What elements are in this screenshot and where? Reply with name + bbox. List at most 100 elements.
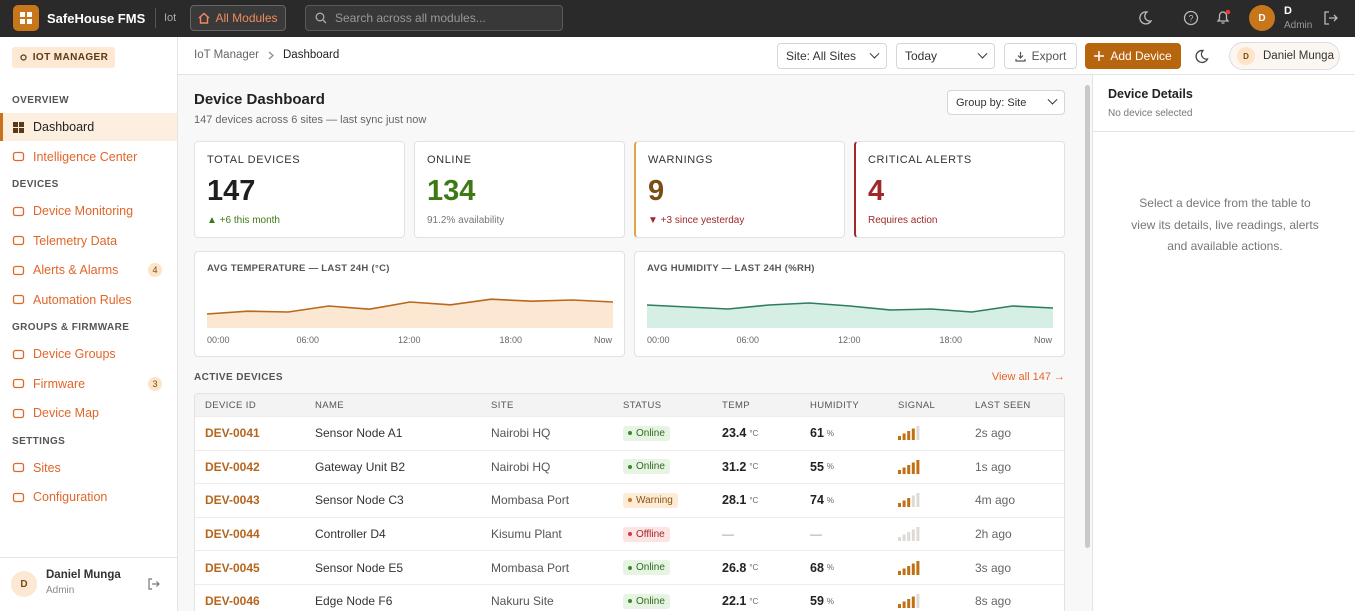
signal-bar — [911, 428, 915, 441]
status-pill: Online — [623, 560, 670, 576]
device-site: Mombasa Port — [491, 493, 570, 508]
table-row[interactable]: DEV-0045 Sensor Node E5 Mombasa Port Online… — [195, 551, 1064, 585]
x-tick-label: 06:00 — [736, 335, 760, 345]
search-box[interactable]: Search across all modules... — [305, 5, 563, 31]
export-icon — [1015, 51, 1026, 62]
device-site: Nairobi HQ — [491, 459, 551, 474]
add-device-button[interactable]: Add Device — [1085, 43, 1181, 69]
notifications-icon[interactable] — [1214, 8, 1232, 26]
badge-icon — [20, 54, 27, 61]
temp-cell: 26.8 °C — [722, 551, 758, 584]
nav-item[interactable]: Telemetry Data — [0, 227, 177, 255]
nav-label: Device Map — [33, 406, 99, 420]
table-row[interactable]: DEV-0043 Sensor Node C3 Mombasa Port Warnin… — [195, 484, 1064, 518]
nav-item[interactable]: Dashboard — [0, 113, 177, 141]
nav-icon — [13, 121, 24, 133]
humidity-cell: 74% — [810, 484, 834, 517]
sparkline — [647, 302, 1053, 328]
breadcrumb-item[interactable]: IoT Manager — [194, 49, 259, 61]
signal-bar — [907, 599, 911, 609]
table-header: DEVICE ID NAME SITE STATUS TEMP HUMIDITY SIGNA… — [195, 394, 1064, 417]
kpi-note: Requires action — [868, 215, 938, 226]
user-avatar[interactable]: D — [1249, 5, 1275, 31]
column-header: NAME — [315, 399, 345, 411]
nav-item[interactable]: Alerts & Alarms 4 — [0, 256, 177, 284]
kpi-note: 91.2% availability — [427, 215, 505, 226]
group-by-select[interactable]: Group by: Site — [947, 90, 1065, 115]
device-name: Sensor Node E5 — [315, 560, 404, 575]
nav-item[interactable]: Device Monitoring — [0, 197, 177, 225]
humidity-value: — — [810, 527, 822, 542]
device-id: DEV-0043 — [205, 493, 260, 508]
table-row[interactable]: DEV-0044 Controller D4 Kisumu Plant Offline… — [195, 518, 1064, 552]
signal-bar — [902, 534, 906, 542]
humidity-unit: % — [826, 428, 835, 438]
period-select[interactable]: Today — [896, 43, 995, 69]
footer-avatar: D — [11, 571, 37, 597]
signal-cell — [898, 417, 922, 450]
nav-item[interactable]: Configuration — [0, 483, 177, 511]
device-site: Nairobi HQ — [491, 426, 551, 441]
icon-part — [12, 151, 25, 162]
nav-icon — [12, 206, 25, 216]
signal-cell — [898, 551, 922, 584]
nav-section-title: OVERVIEW — [12, 95, 69, 106]
signal-bars — [898, 459, 920, 474]
icon-part — [12, 235, 25, 246]
humidity-unit: % — [826, 495, 835, 505]
theme-icon[interactable] — [1137, 10, 1153, 26]
chart-title: AVG TEMPERATURE — LAST 24H (°C) — [207, 263, 390, 274]
nav-section-title: GROUPS & FIRMWARE — [12, 322, 130, 333]
help-icon[interactable]: ? — [1183, 10, 1199, 26]
signal-bar — [916, 560, 920, 575]
site-select[interactable]: Site: All Sites — [777, 43, 887, 69]
device-name: Sensor Node A1 — [315, 426, 403, 441]
last-seen: 8s ago — [975, 594, 1012, 609]
icon-part — [12, 492, 25, 502]
signal-bar — [907, 498, 911, 508]
signal-bar — [902, 500, 906, 508]
chart-title: AVG HUMIDITY — LAST 24H (%RH) — [647, 263, 815, 274]
temp-cell: — — [722, 518, 734, 551]
x-tick-label: Now — [593, 335, 612, 345]
icon-part — [12, 462, 25, 473]
nav-item[interactable]: Intelligence Center — [0, 143, 177, 171]
all-modules-button[interactable]: All Modules — [190, 5, 286, 31]
status-pill: Offline — [623, 526, 670, 542]
icon-part — [12, 265, 25, 275]
signal-bar — [902, 467, 906, 474]
nav-label: Sites — [33, 460, 61, 475]
logout-icon[interactable] — [1323, 10, 1339, 26]
nav-item[interactable]: Device Map — [0, 399, 177, 427]
area-fill — [647, 303, 1053, 328]
status-cell: Online — [623, 417, 670, 450]
divider — [155, 8, 156, 28]
temp-value: — — [722, 527, 734, 542]
table-row[interactable]: DEV-0042 Gateway Unit B2 Nairobi HQ Online 3… — [195, 451, 1064, 485]
table-row[interactable]: DEV-0046 Edge Node F6 Nakuru Site Online 22.… — [195, 585, 1064, 611]
signal-bar — [902, 433, 906, 441]
signal-bars — [898, 493, 920, 508]
theme-toggle[interactable] — [1194, 49, 1209, 64]
area-fill — [207, 299, 613, 328]
nav-item[interactable]: Sites — [0, 454, 177, 482]
export-button[interactable]: Export — [1004, 43, 1077, 69]
nav-section-title: DEVICES — [12, 179, 59, 190]
signal-bar — [902, 601, 906, 609]
signal-bars — [898, 426, 920, 441]
humidity-cell: 59% — [810, 585, 834, 611]
nav-item[interactable]: Automation Rules — [0, 286, 177, 314]
footer-logout[interactable] — [147, 577, 161, 591]
view-all-link[interactable]: View all 147 → — [991, 371, 1065, 383]
user-pill[interactable]: D Daniel Munga — [1229, 42, 1340, 70]
nav-label: Device Monitoring — [33, 204, 134, 218]
page-title: Device Dashboard — [194, 91, 325, 108]
nav-item[interactable]: Firmware 3 — [0, 370, 177, 398]
table-row[interactable]: DEV-0041 Sensor Node A1 Nairobi HQ Online 23… — [195, 417, 1064, 451]
icon-part — [19, 121, 24, 127]
nav-item[interactable]: Device Groups — [0, 340, 177, 368]
nav-icon — [12, 235, 25, 246]
all-modules-label: All Modules — [215, 11, 278, 25]
logo[interactable] — [13, 5, 39, 31]
